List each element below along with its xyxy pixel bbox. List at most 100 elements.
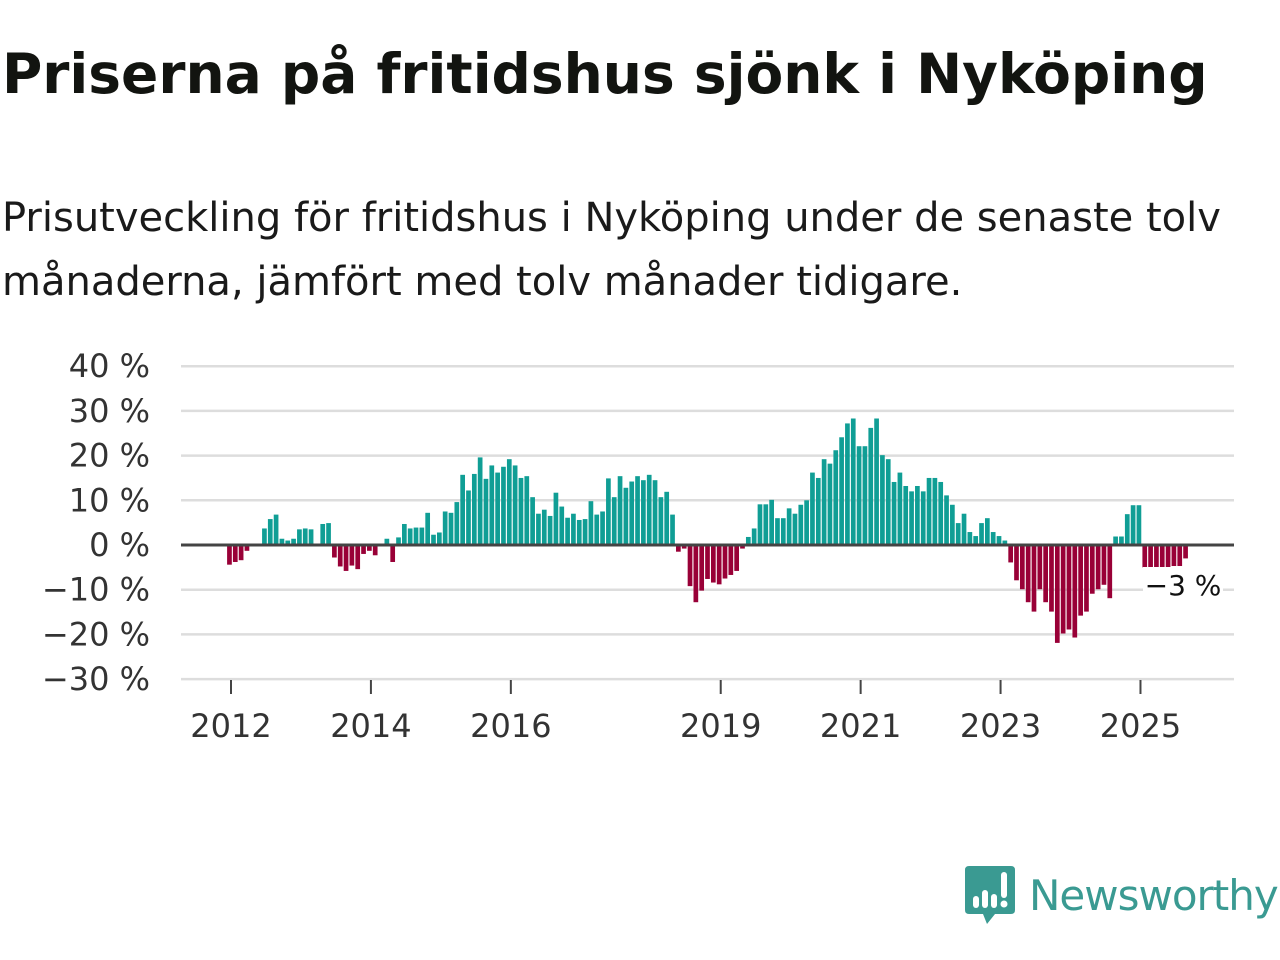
bar bbox=[728, 545, 734, 575]
bar bbox=[641, 480, 646, 545]
bar bbox=[1031, 545, 1037, 612]
bar bbox=[868, 427, 874, 545]
bar bbox=[495, 472, 500, 545]
bar bbox=[600, 511, 605, 545]
bar bbox=[763, 504, 769, 545]
bar bbox=[635, 476, 640, 545]
y-tick-label: −10 % bbox=[42, 571, 150, 609]
bar bbox=[227, 545, 232, 565]
bar bbox=[1101, 545, 1107, 585]
bar bbox=[722, 545, 728, 579]
x-tick-label: 2014 bbox=[330, 707, 411, 745]
bar bbox=[419, 527, 425, 545]
bar bbox=[915, 485, 920, 545]
bar bbox=[891, 481, 897, 545]
bar bbox=[267, 519, 273, 545]
y-tick-label: 30 % bbox=[69, 392, 150, 430]
bar bbox=[553, 492, 559, 545]
bar bbox=[676, 545, 681, 552]
bar bbox=[798, 504, 804, 545]
bar bbox=[821, 459, 827, 545]
bar bbox=[1171, 545, 1177, 567]
y-tick-label: 10 % bbox=[69, 481, 150, 519]
bar bbox=[979, 523, 984, 545]
bar bbox=[1084, 545, 1089, 612]
bar bbox=[950, 504, 955, 545]
x-tick-label: 2023 bbox=[960, 707, 1041, 745]
annotation-background bbox=[1143, 567, 1223, 603]
bar bbox=[1060, 545, 1066, 634]
bar bbox=[1025, 545, 1031, 603]
bar bbox=[448, 512, 454, 545]
bar bbox=[909, 491, 914, 545]
bar bbox=[332, 545, 337, 558]
x-tick-label: 2012 bbox=[190, 707, 271, 745]
bar bbox=[646, 474, 652, 545]
bar bbox=[308, 529, 314, 545]
bar bbox=[501, 466, 506, 545]
bar bbox=[512, 465, 518, 545]
bar bbox=[1066, 545, 1072, 630]
bar bbox=[431, 534, 436, 545]
bar bbox=[1177, 545, 1183, 567]
bar bbox=[1072, 545, 1078, 638]
bar bbox=[996, 536, 1002, 545]
bar bbox=[477, 457, 483, 545]
bar bbox=[518, 477, 524, 545]
bar bbox=[1008, 545, 1014, 563]
bar bbox=[343, 545, 349, 571]
bar bbox=[699, 545, 705, 591]
bar bbox=[1165, 545, 1171, 569]
bar bbox=[775, 518, 780, 545]
bar bbox=[1119, 536, 1124, 545]
bar bbox=[664, 491, 670, 545]
bar bbox=[815, 477, 821, 545]
newsworthy-logo: Newsworthy bbox=[965, 866, 1279, 924]
bar bbox=[1049, 545, 1054, 612]
bar bbox=[1142, 545, 1148, 568]
bar bbox=[471, 473, 477, 545]
bar bbox=[372, 545, 378, 556]
bar bbox=[1014, 545, 1019, 581]
bar bbox=[483, 478, 489, 545]
bar bbox=[751, 528, 757, 545]
bar bbox=[367, 545, 372, 551]
y-tick-label: 0 % bbox=[89, 526, 150, 564]
bar bbox=[1107, 545, 1113, 599]
bar bbox=[285, 540, 291, 545]
bar bbox=[588, 501, 594, 545]
bar bbox=[1037, 545, 1043, 590]
bar bbox=[279, 538, 285, 545]
bar bbox=[460, 474, 465, 545]
bar bbox=[792, 513, 798, 545]
bar bbox=[238, 545, 244, 561]
bar bbox=[390, 545, 396, 562]
bar bbox=[541, 509, 547, 545]
bar bbox=[850, 418, 856, 545]
bar bbox=[1113, 536, 1118, 545]
bar bbox=[244, 545, 250, 551]
bar bbox=[839, 437, 844, 545]
bar bbox=[506, 459, 512, 545]
bar bbox=[961, 513, 967, 545]
bar bbox=[652, 480, 658, 545]
bar bbox=[990, 532, 996, 545]
bar bbox=[1089, 545, 1095, 594]
bar bbox=[594, 514, 600, 545]
bar bbox=[693, 545, 699, 603]
y-tick-label: 20 % bbox=[69, 437, 150, 475]
bar bbox=[396, 537, 401, 545]
chart-title: Priserna på fritidshus sjönk i Nyköping bbox=[2, 42, 1208, 106]
logo-text: Newsworthy bbox=[1029, 870, 1279, 920]
bar bbox=[349, 545, 355, 566]
bar bbox=[547, 515, 553, 545]
bar bbox=[955, 523, 961, 545]
bar bbox=[617, 476, 623, 545]
annotation: −3 % bbox=[1143, 567, 1223, 603]
bar bbox=[402, 523, 407, 545]
bar bbox=[856, 446, 862, 545]
bar bbox=[326, 523, 331, 545]
bar bbox=[1002, 540, 1008, 545]
bar bbox=[786, 508, 792, 545]
